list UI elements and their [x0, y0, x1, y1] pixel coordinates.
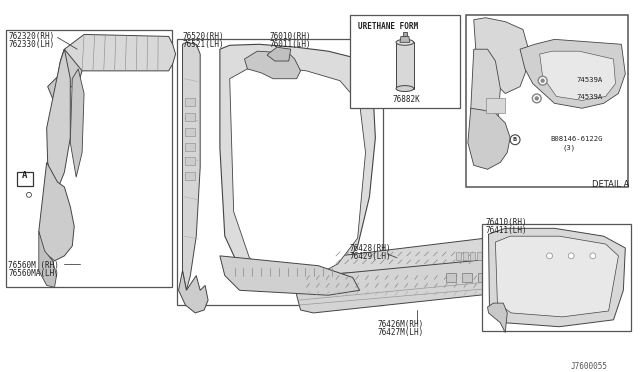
Polygon shape — [230, 67, 365, 280]
Text: 76560M (RH): 76560M (RH) — [8, 261, 59, 270]
Text: 76428(RH): 76428(RH) — [350, 244, 392, 253]
Polygon shape — [47, 49, 70, 187]
Polygon shape — [182, 42, 200, 290]
Circle shape — [541, 79, 544, 82]
Polygon shape — [47, 77, 67, 103]
Polygon shape — [60, 35, 175, 71]
Text: 76410(RH): 76410(RH) — [486, 218, 527, 227]
Text: 76560MA(LH): 76560MA(LH) — [8, 269, 59, 278]
Polygon shape — [296, 256, 537, 313]
Polygon shape — [220, 44, 375, 293]
Bar — [177, 39, 383, 305]
Text: (3): (3) — [563, 145, 575, 151]
Ellipse shape — [396, 39, 413, 45]
Bar — [186, 128, 195, 136]
Bar — [446, 273, 456, 282]
Circle shape — [510, 135, 520, 145]
Bar — [186, 172, 195, 180]
Bar — [486, 99, 505, 113]
Text: 762320(RH): 762320(RH) — [8, 32, 54, 41]
Polygon shape — [322, 238, 495, 273]
Text: 74539A: 74539A — [576, 77, 602, 83]
Text: 76411(LH): 76411(LH) — [486, 226, 527, 235]
Circle shape — [26, 192, 31, 197]
Text: 74539A: 74539A — [576, 94, 602, 100]
Polygon shape — [220, 256, 360, 295]
Polygon shape — [58, 49, 82, 89]
Polygon shape — [39, 162, 74, 261]
Text: B: B — [513, 137, 517, 142]
Polygon shape — [520, 39, 625, 108]
Circle shape — [540, 78, 546, 84]
Bar — [470, 252, 475, 260]
Text: 76426M(RH): 76426M(RH) — [378, 320, 424, 329]
Text: 76882K: 76882K — [392, 96, 420, 105]
Polygon shape — [70, 69, 84, 177]
Text: 76011(LH): 76011(LH) — [269, 40, 310, 49]
Text: B08146-6122G: B08146-6122G — [550, 136, 603, 142]
Text: 762330(LH): 762330(LH) — [8, 40, 54, 49]
Circle shape — [568, 253, 574, 259]
Text: URETHANE FORM: URETHANE FORM — [358, 22, 418, 31]
Text: 76520(RH): 76520(RH) — [182, 32, 224, 41]
Circle shape — [534, 96, 540, 101]
Bar — [462, 273, 472, 282]
Circle shape — [547, 253, 552, 259]
Circle shape — [535, 97, 538, 100]
Circle shape — [590, 253, 596, 259]
Bar — [477, 273, 488, 282]
Polygon shape — [396, 42, 413, 89]
Polygon shape — [488, 228, 625, 327]
Bar — [6, 29, 172, 287]
Bar — [456, 252, 461, 260]
Polygon shape — [468, 108, 510, 169]
Bar — [186, 143, 195, 151]
Bar — [186, 113, 195, 121]
Bar — [482, 224, 631, 331]
Text: DETAIL A: DETAIL A — [592, 180, 629, 189]
Polygon shape — [495, 236, 618, 317]
Text: J7600055: J7600055 — [570, 362, 607, 371]
Polygon shape — [471, 49, 500, 162]
Bar — [186, 157, 195, 165]
Bar — [350, 15, 460, 108]
Polygon shape — [474, 18, 530, 93]
Bar — [17, 172, 33, 186]
Polygon shape — [403, 32, 407, 36]
Polygon shape — [39, 231, 56, 287]
Polygon shape — [540, 51, 616, 100]
Text: 76521(LH): 76521(LH) — [182, 40, 224, 49]
Polygon shape — [400, 36, 410, 42]
Polygon shape — [179, 270, 208, 313]
Bar — [466, 15, 628, 187]
Circle shape — [538, 76, 547, 85]
Polygon shape — [488, 303, 508, 333]
Bar — [186, 99, 195, 106]
Text: 76429(LH): 76429(LH) — [350, 252, 392, 261]
Bar — [463, 252, 468, 260]
Bar — [477, 252, 482, 260]
Text: A: A — [22, 171, 28, 180]
Ellipse shape — [396, 86, 413, 92]
Polygon shape — [267, 47, 291, 61]
Polygon shape — [244, 51, 301, 79]
Text: 76010(RH): 76010(RH) — [269, 32, 310, 41]
Circle shape — [532, 94, 541, 103]
Text: 76427M(LH): 76427M(LH) — [378, 328, 424, 337]
